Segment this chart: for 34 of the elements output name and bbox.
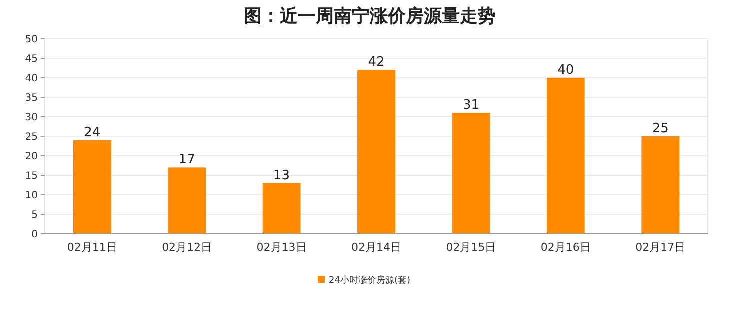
data-label: 31 (462, 98, 480, 114)
y-tick-label: 40 (25, 74, 38, 84)
y-tick-label: 45 (25, 54, 38, 65)
bar (642, 136, 680, 234)
x-tick-label: 02月17日 (636, 241, 686, 254)
y-tick-label: 35 (25, 93, 38, 104)
bar (73, 140, 112, 234)
bar (452, 113, 490, 234)
data-label: 13 (274, 168, 290, 184)
data-label: 25 (652, 122, 669, 136)
y-tick-label: 0 (32, 230, 38, 240)
x-tick-label: 02月12日 (162, 241, 212, 254)
y-tick-label: 5 (32, 210, 38, 221)
bar (262, 183, 301, 234)
y-tick-label: 30 (25, 112, 38, 124)
x-tick-label: 02月13日 (256, 241, 307, 254)
data-label: 24 (84, 125, 101, 140)
data-label: 40 (558, 63, 574, 78)
y-tick-label: 25 (25, 132, 38, 143)
y-tick-label: 10 (25, 190, 38, 202)
bar (168, 168, 206, 234)
y-tick-label: 50 (25, 34, 38, 46)
legend-label: 24小时涨价房源(套) (329, 275, 410, 286)
y-tick-label: 20 (25, 152, 38, 162)
x-tick-label: 02月15日 (446, 241, 496, 254)
x-tick-label: 02月16日 (540, 241, 591, 254)
bar (358, 70, 396, 234)
data-label: 17 (178, 152, 196, 168)
x-tick-label: 02月14日 (352, 241, 402, 254)
data-label: 42 (368, 55, 385, 70)
x-tick-label: 02月11日 (67, 241, 118, 254)
y-tick-label: 15 (25, 171, 38, 182)
bar (546, 78, 585, 234)
chart-title: 图：近一周南宁涨价房源量走势 (244, 6, 496, 27)
